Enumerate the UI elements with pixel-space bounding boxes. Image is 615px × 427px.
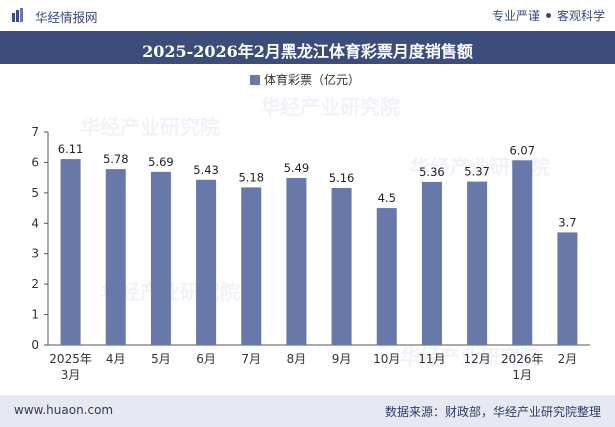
y-tick-label: 7 (31, 125, 39, 139)
x-tick-label: 12月 (463, 352, 490, 366)
x-tick-label: 7月 (241, 352, 261, 366)
bar-chart: 华经产业研究院华经产业研究院华经产业研究院华经产业研究院华经产业研究院体育彩票（… (31, 72, 590, 382)
data-source: 数据来源：财政部，华经产业研究院整理 (384, 405, 601, 419)
bar (467, 181, 488, 345)
x-tick-label: 11月 (418, 352, 445, 366)
bar-logo-icon (12, 8, 23, 22)
title-bar: 2025-2026年2月黑龙江体育彩票月度销售额 (0, 31, 615, 64)
legend-swatch (250, 75, 260, 85)
website-link[interactable]: www.huaon.com (14, 403, 114, 417)
bar-value-label: 5.78 (103, 152, 129, 166)
x-tick-label: 2月 (558, 352, 578, 366)
bar (241, 187, 262, 345)
bar-value-label: 5.49 (284, 161, 310, 175)
y-tick-label: 2 (31, 277, 39, 291)
x-tick-label: 2025年 (49, 352, 92, 366)
slogan: 专业严谨 客观科学 (492, 7, 605, 24)
watermark-text: 华经产业研究院 (80, 115, 220, 139)
bar (105, 169, 126, 345)
chart-title: 2025-2026年2月黑龙江体育彩票月度销售额 (142, 42, 473, 61)
x-tick-label: 9月 (332, 352, 352, 366)
watermark-text: 华经产业研究院 (400, 345, 540, 369)
y-tick-label: 0 (31, 338, 39, 352)
bar (557, 232, 578, 345)
x-tick-label: 4月 (106, 352, 126, 366)
slogan-left: 专业严谨 (491, 9, 540, 23)
y-tick-label: 1 (31, 308, 39, 322)
bar (376, 208, 397, 345)
bar (196, 179, 217, 345)
bar-value-label: 4.5 (378, 191, 396, 205)
bar-value-label: 5.16 (329, 171, 355, 185)
y-tick-label: 4 (31, 216, 39, 230)
x-tick-label: 5月 (151, 352, 171, 366)
bar-value-label: 6.07 (509, 143, 535, 157)
bar-value-label: 5.37 (464, 165, 490, 179)
bar-value-label: 3.7 (558, 215, 576, 229)
bar-value-label: 5.36 (419, 165, 445, 179)
bar (60, 159, 81, 345)
x-tick-label: 1月 (512, 368, 532, 382)
bar (331, 187, 352, 345)
bar (512, 160, 533, 345)
top-bar: 华经情报网 专业严谨 客观科学 (0, 0, 615, 30)
bar-value-label: 5.69 (148, 155, 174, 169)
y-tick-label: 6 (31, 155, 39, 169)
footer-bar: www.huaon.com 数据来源：财政部，华经产业研究院整理 (0, 395, 615, 427)
y-tick-label: 5 (31, 186, 39, 200)
watermark-text: 华经产业研究院 (260, 95, 400, 119)
bar-value-label: 5.18 (238, 170, 264, 184)
bar (150, 171, 171, 345)
x-tick-label: 3月 (61, 368, 81, 382)
bar-value-label: 5.43 (193, 163, 219, 177)
bar (421, 181, 442, 345)
x-tick-label: 8月 (287, 352, 307, 366)
x-tick-label: 6月 (196, 352, 216, 366)
bar (286, 177, 307, 345)
dot-icon (545, 13, 551, 18)
brand-name: 华经情报网 (35, 10, 98, 25)
x-tick-label: 10月 (373, 352, 400, 366)
bar-value-label: 6.11 (58, 142, 84, 156)
slogan-right: 客观科学 (556, 9, 605, 23)
legend-label: 体育彩票（亿元） (264, 72, 360, 87)
x-tick-label: 2026年 (501, 352, 544, 366)
y-tick-label: 3 (31, 247, 39, 261)
